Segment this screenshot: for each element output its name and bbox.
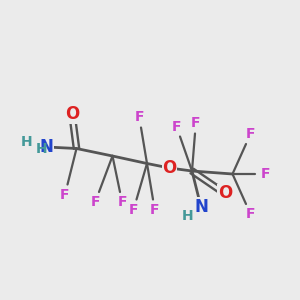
Text: H: H [36, 142, 47, 156]
Text: F: F [150, 203, 160, 217]
Text: F: F [191, 116, 201, 130]
Text: F: F [246, 207, 255, 220]
Text: H: H [182, 209, 193, 223]
Text: F: F [91, 195, 100, 209]
Text: F: F [172, 120, 181, 134]
Text: H: H [21, 136, 33, 149]
Text: N: N [40, 138, 53, 156]
Text: F: F [129, 202, 138, 217]
Text: O: O [65, 105, 79, 123]
Text: F: F [261, 167, 270, 181]
Text: F: F [246, 128, 255, 141]
Text: O: O [218, 184, 232, 202]
Text: F: F [117, 195, 127, 209]
Text: N: N [194, 198, 208, 216]
Text: O: O [162, 159, 177, 177]
Text: F: F [60, 188, 70, 202]
Text: F: F [134, 110, 144, 124]
